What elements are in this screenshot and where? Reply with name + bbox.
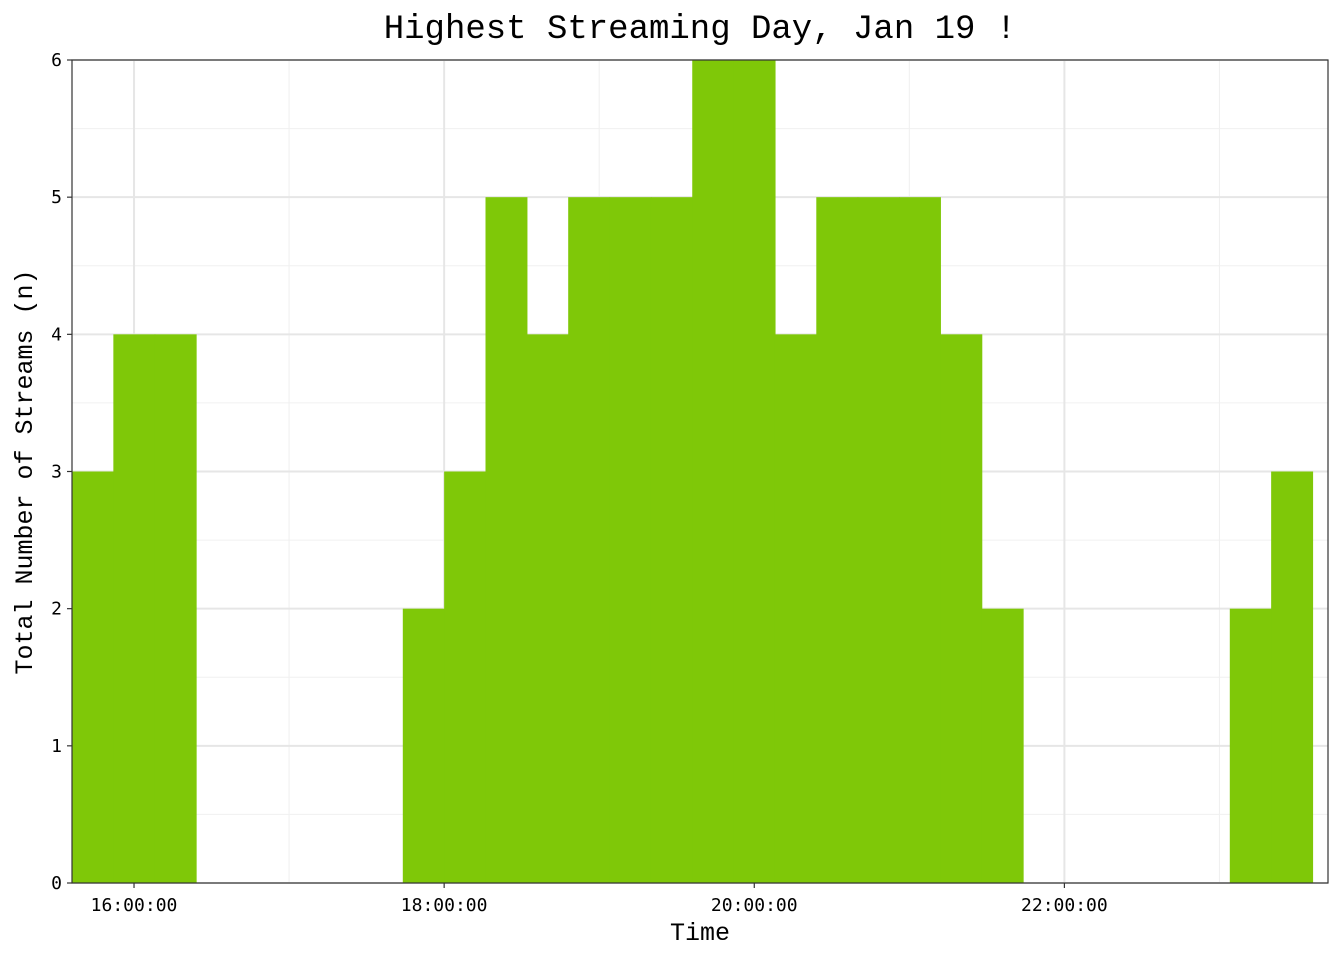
histogram-bars (72, 60, 1314, 883)
y-tick-label: 1 (51, 736, 62, 757)
y-tick-label: 6 (51, 50, 62, 71)
histogram-bar (526, 334, 569, 883)
y-tick-label: 3 (51, 462, 62, 483)
x-axis: 16:00:00 18:00:00 20:00:00 22:00:00 (91, 883, 1108, 916)
y-axis: 0 1 2 3 4 5 6 (51, 50, 72, 894)
x-axis-title: Time (670, 919, 730, 948)
y-tick-label: 4 (51, 324, 62, 345)
histogram-bar (72, 471, 114, 883)
y-tick-label: 5 (51, 187, 62, 208)
histogram-bar (774, 334, 817, 883)
plot-panel (71, 59, 1329, 884)
histogram-bar (444, 471, 487, 883)
histogram-bar (1271, 471, 1314, 883)
histogram-bar (940, 334, 983, 883)
histogram-bar (568, 197, 611, 883)
histogram-bar (154, 334, 197, 883)
x-tick-label: 16:00:00 (91, 895, 178, 916)
histogram-bar (816, 197, 859, 883)
histogram-bar (113, 334, 156, 883)
histogram-bar (402, 608, 445, 883)
y-tick-label: 2 (51, 599, 62, 620)
y-axis-title: Total Number of Streams (n) (11, 269, 40, 674)
histogram-bar (857, 197, 900, 883)
x-tick-label: 20:00:00 (711, 895, 798, 916)
x-tick-label: 18:00:00 (401, 895, 488, 916)
histogram-bar (692, 60, 735, 883)
histogram-bar (485, 197, 528, 883)
histogram-bar (733, 60, 776, 883)
histogram-bar (981, 608, 1024, 883)
histogram-bar (609, 197, 652, 883)
y-tick-label: 0 (51, 873, 62, 894)
chart-title: Highest Streaming Day, Jan 19 ! (384, 11, 1017, 49)
histogram-bar (650, 197, 693, 883)
x-tick-label: 22:00:00 (1021, 895, 1108, 916)
histogram-bar (1229, 608, 1272, 883)
histogram-bar (898, 197, 941, 883)
